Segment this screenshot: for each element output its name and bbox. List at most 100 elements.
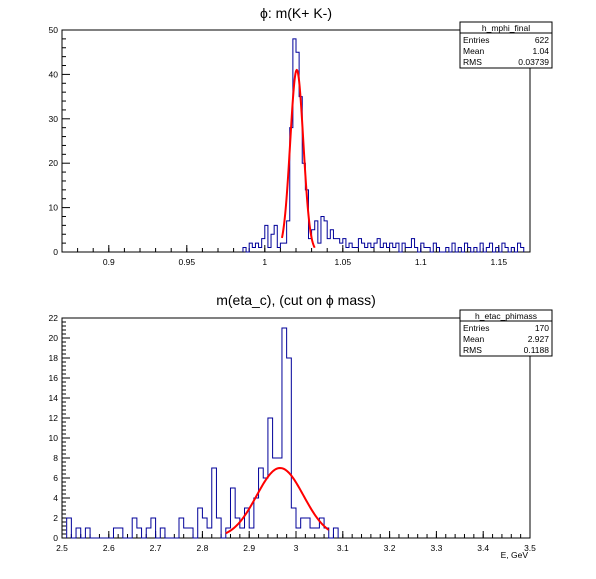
histogram-bin: [284, 243, 287, 252]
histogram-bin: [358, 239, 361, 252]
histogram-bin: [240, 528, 245, 538]
histogram-bin: [374, 243, 377, 252]
y-tick-label: 10: [49, 203, 59, 213]
histogram-bin: [287, 358, 292, 538]
histogram-bin: [243, 248, 246, 252]
histogram-bin: [321, 216, 324, 252]
histogram-bin: [282, 328, 287, 538]
histogram-bin: [337, 239, 340, 252]
x-tick-label: 0.95: [179, 257, 196, 267]
histogram-bin: [265, 225, 268, 252]
panel-etac-mass: m(eta_c), (cut on ϕ mass) 0 2 4 6 8 10 12 14 16 18…: [49, 292, 553, 560]
histogram-bin: [207, 528, 212, 538]
gaussian-fit-curve: [225, 466, 330, 535]
x-axis-label: E, GeV: [501, 550, 529, 560]
histogram-bin: [212, 468, 217, 538]
histogram-bin: [411, 239, 414, 252]
chart-title: m(eta_c), (cut on ϕ mass): [216, 292, 376, 308]
histogram-bin: [405, 248, 408, 252]
x-tick-label: 1.1: [415, 257, 427, 267]
histogram-bin: [421, 243, 424, 252]
histogram-bin: [308, 239, 311, 252]
y-tick-label: 4: [53, 493, 58, 503]
histogram-bin: [408, 248, 411, 252]
histogram-bin: [452, 243, 455, 252]
histogram-bin: [377, 239, 380, 252]
stats-value: 2.927: [528, 334, 550, 344]
histogram-bin: [343, 239, 346, 252]
stats-box-frame: [459, 21, 553, 69]
histogram-bin: [365, 248, 368, 252]
x-tick-label: 3.1: [337, 543, 349, 553]
histogram-bin: [296, 528, 301, 538]
histogram-bin: [274, 225, 277, 252]
y-tick-label: 12: [49, 413, 59, 423]
histogram-bin: [402, 243, 405, 252]
histogram-outline: [66, 327, 339, 539]
stats-name: h_mphi_final: [482, 23, 530, 33]
stats-value: 0.03739: [518, 57, 549, 67]
y-tick-label: 8: [53, 453, 58, 463]
y-tick-label: 18: [49, 353, 59, 363]
stats-label: RMS: [463, 57, 482, 67]
gaussian-fit-curve: [280, 68, 316, 249]
histogram-bin: [202, 518, 207, 538]
histogram-bin: [280, 243, 283, 252]
histogram-bin: [521, 248, 524, 252]
histogram-bin: [333, 239, 336, 252]
histogram-bin: [216, 518, 221, 538]
x-tick-label: 2.8: [196, 543, 208, 553]
stats-value: 1.04: [532, 46, 549, 56]
stats-label: Entries: [463, 323, 489, 333]
y-tick-label: 10: [49, 433, 59, 443]
histogram-bin: [518, 243, 521, 252]
histogram-bin: [427, 248, 430, 252]
histogram-bin: [76, 528, 81, 538]
histogram-bin: [327, 239, 330, 252]
histogram-bin: [255, 243, 258, 252]
histogram-bin: [489, 243, 492, 252]
histogram-bin: [254, 498, 259, 538]
x-tick-label: 3.4: [477, 543, 489, 553]
histogram-bin: [259, 248, 262, 252]
histogram-bin: [502, 243, 505, 252]
histogram-bin: [415, 248, 418, 252]
histogram-bin: [271, 234, 274, 252]
histogram-bin: [67, 518, 72, 538]
histogram-bin: [380, 248, 383, 252]
histogram-bin: [268, 248, 271, 252]
x-tick-label: 1.15: [491, 257, 508, 267]
histogram-bin: [362, 243, 365, 252]
y-tick-label: 22: [49, 313, 59, 323]
y-tick-label: 14: [49, 393, 59, 403]
histogram-bin: [252, 248, 255, 252]
histogram-bin: [346, 248, 349, 252]
x-tick-label: 0.9: [103, 257, 115, 267]
histogram-bin: [310, 528, 315, 538]
histogram-bin: [249, 243, 252, 252]
histogram-bin: [301, 518, 306, 538]
histogram-bin: [468, 248, 471, 252]
y-tick-label: 20: [49, 158, 59, 168]
histogram-bin: [511, 248, 514, 252]
histogram-bin: [184, 528, 189, 538]
y-tick-label: 0: [53, 247, 58, 257]
histogram-bin: [505, 248, 508, 252]
histogram-bin: [393, 248, 396, 252]
histogram-bin: [318, 243, 321, 252]
histogram-bin: [305, 518, 310, 538]
histogram-bin: [85, 528, 90, 538]
histogram-bin: [355, 248, 358, 252]
y-tick-label: 16: [49, 373, 59, 383]
histogram-bin: [118, 528, 123, 538]
stats-label: Mean: [463, 334, 485, 344]
histogram-bin: [496, 248, 499, 252]
y-tick-label: 20: [49, 333, 59, 343]
histogram-bin: [474, 248, 477, 252]
histogram-bin: [424, 248, 427, 252]
x-tick-label: 3.5: [524, 543, 536, 553]
histogram-bin: [287, 221, 290, 252]
histogram-bin: [371, 248, 374, 252]
histogram-bin: [277, 248, 280, 252]
